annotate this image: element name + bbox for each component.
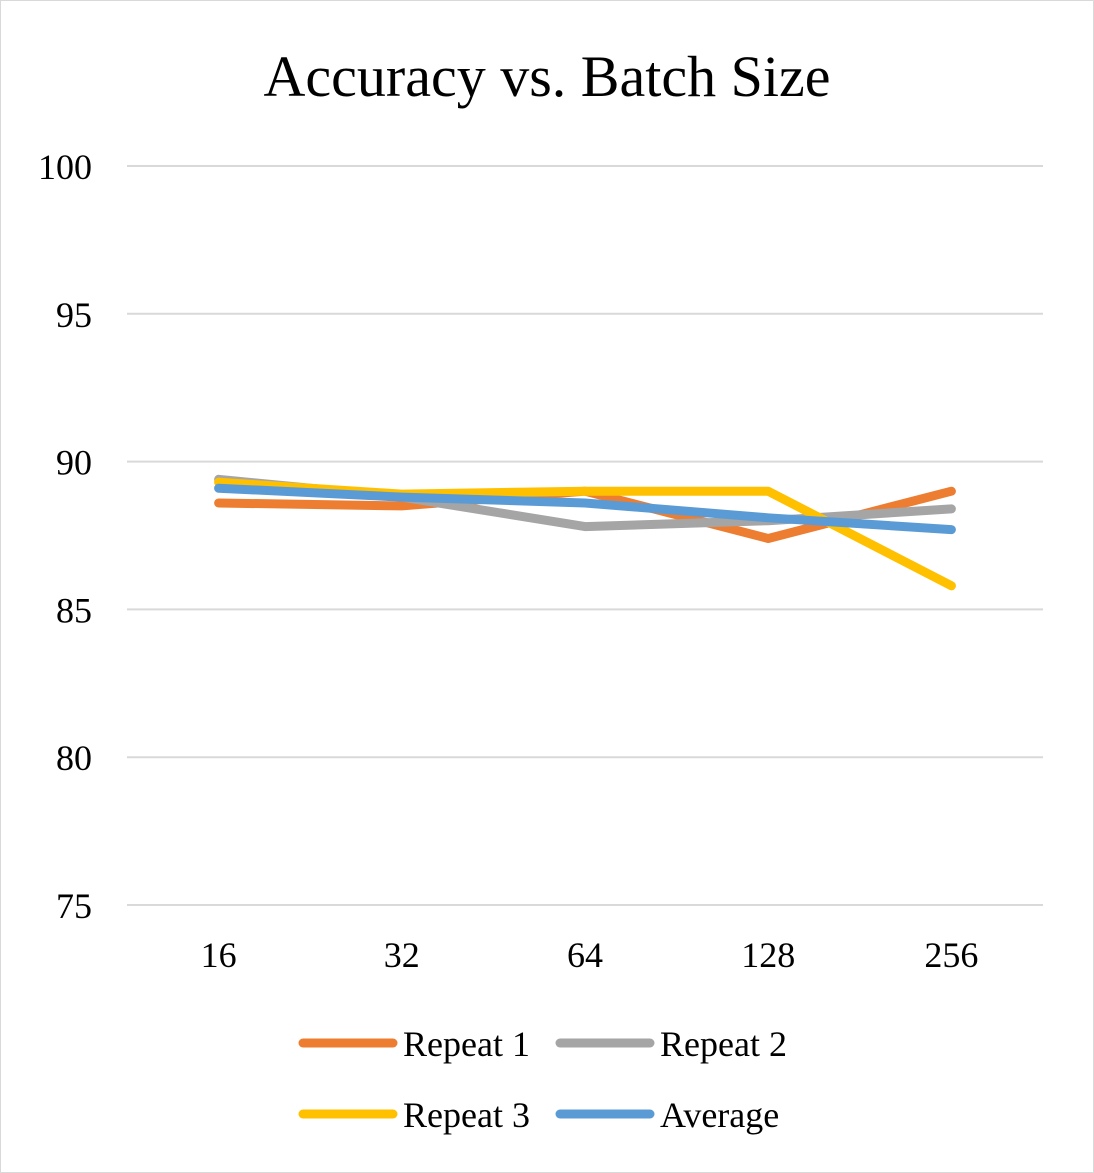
gridlines [127,165,1043,906]
legend-label: Average [660,1095,779,1135]
y-tick-label: 90 [56,443,92,483]
y-tick-label: 75 [56,886,92,926]
series-line-average [214,483,956,535]
legend: Repeat 1 Repeat 2 Repeat 3 Average [298,1024,787,1135]
legend-label: Repeat 2 [660,1024,787,1064]
series-lines [214,474,956,591]
x-tick-label: 256 [924,935,978,975]
y-axis-ticks: 100 95 90 85 80 75 [38,147,92,926]
x-tick-label: 128 [741,935,795,975]
x-tick-label: 32 [384,935,420,975]
y-tick-label: 85 [56,590,92,630]
y-tick-label: 100 [38,147,92,187]
x-axis-ticks: 16 32 64 128 256 [201,935,979,975]
x-tick-label: 16 [201,935,237,975]
chart-title: Accuracy vs. Batch Size [264,44,831,109]
x-tick-label: 64 [567,935,603,975]
legend-label: Repeat 1 [403,1024,530,1064]
y-tick-label: 95 [56,295,92,335]
y-tick-label: 80 [56,738,92,778]
legend-label: Repeat 3 [403,1095,530,1135]
